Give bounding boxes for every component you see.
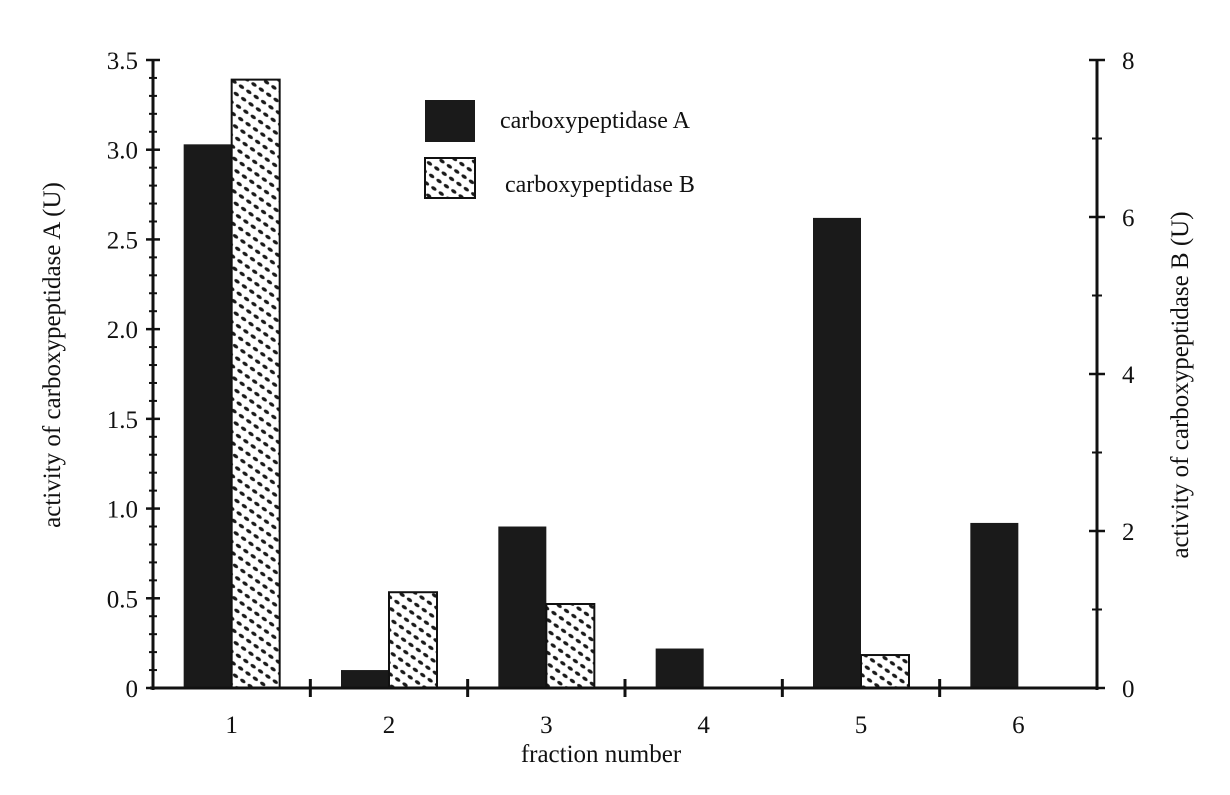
- left-tick-label: 1.0: [107, 497, 138, 524]
- bar-carboxypeptidase-a: [655, 648, 704, 688]
- legend: carboxypeptidase A carboxypeptidase B: [424, 100, 695, 199]
- x-tick-label: 3: [540, 712, 553, 739]
- left-tick-label: 0.5: [107, 586, 138, 613]
- left-y-axis-label: activity of carboxypeptidase A (U): [39, 182, 66, 528]
- x-tick-label: 4: [697, 712, 710, 739]
- x-tick-label: 1: [225, 712, 238, 739]
- x-axis-label: fraction number: [521, 741, 682, 768]
- right-tick-label: 4: [1122, 362, 1135, 389]
- bar-carboxypeptidase-a: [498, 526, 547, 688]
- left-tick-label: 3.5: [107, 48, 138, 75]
- bar-carboxypeptidase-a: [183, 144, 232, 688]
- right-axis-ticks: 0 2 4 6 8: [1089, 48, 1135, 703]
- right-y-axis-label: activity of carboxypeptidase B (U): [1167, 211, 1194, 558]
- bar-carboxypeptidase-b: [545, 603, 596, 690]
- legend-label-b: carboxypeptidase B: [505, 172, 695, 198]
- bar-carboxypeptidase-b: [230, 78, 281, 689]
- right-tick-label: 0: [1122, 676, 1135, 703]
- legend-swatch-a: [425, 100, 475, 142]
- right-tick-label: 2: [1122, 519, 1135, 546]
- right-tick-label: 6: [1122, 205, 1135, 232]
- x-tick-label: 5: [855, 712, 868, 739]
- bar-carboxypeptidase-a: [341, 670, 389, 688]
- left-axis-ticks: 0 0.5 1.0 1.5 2.0 2.5 3.0 3.5: [107, 48, 160, 703]
- left-tick-label: 2.5: [107, 227, 138, 254]
- bar-carboxypeptidase-b: [388, 591, 438, 689]
- x-axis-ticks: 1 2 3 4 5 6: [225, 679, 1025, 739]
- legend-swatch-b: [424, 157, 476, 199]
- x-tick-label: 2: [383, 712, 396, 739]
- legend-label-a: carboxypeptidase A: [500, 108, 691, 134]
- left-tick-label: 0: [126, 676, 139, 703]
- bar-carboxypeptidase-b: [860, 654, 910, 690]
- bar-carboxypeptidase-a: [970, 522, 1019, 688]
- bar-carboxypeptidase-a: [813, 217, 861, 688]
- left-tick-label: 3.0: [107, 138, 138, 165]
- x-tick-label: 6: [1012, 712, 1025, 739]
- left-tick-label: 2.0: [107, 317, 138, 344]
- left-tick-label: 1.5: [107, 407, 138, 434]
- right-tick-label: 8: [1122, 48, 1135, 75]
- bars-group: [183, 78, 1019, 690]
- axes-group: [150, 60, 1099, 690]
